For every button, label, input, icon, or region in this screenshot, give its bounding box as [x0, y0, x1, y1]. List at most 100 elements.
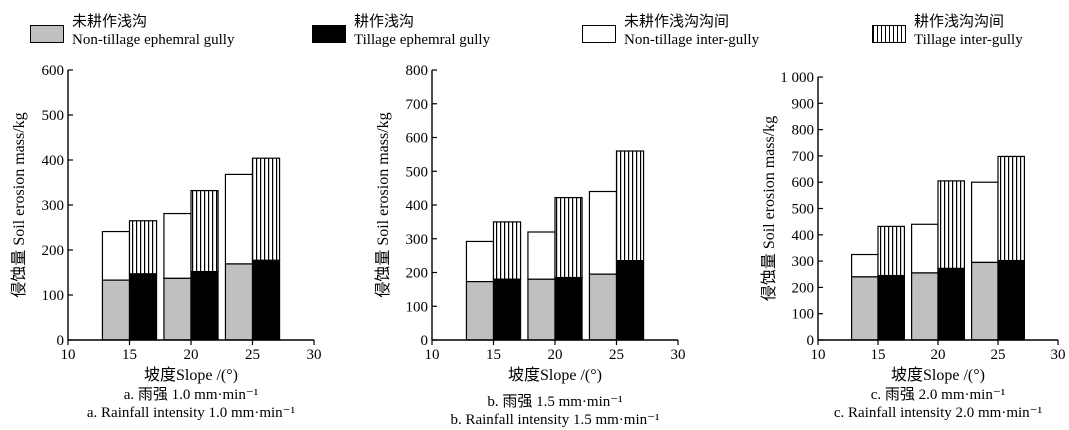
legend-label-cn: 未耕作浅沟沟间	[624, 14, 730, 30]
legend-label-en: Non-tillage inter-gully	[624, 32, 760, 48]
x-tick-label: 30	[1051, 347, 1066, 363]
legend-swatch-tillage-inter	[872, 25, 906, 43]
bar-non-tillage-inter-gully	[465, 240, 495, 283]
chart-panel-c: 0 100 200 300 400 500 600 700 800 900 1 000 10 15 20 2…	[760, 70, 1066, 421]
chart-panel-a: 0 100 200 300 400 500 600 10 15 20 25 30 坡度Slope /(°…	[10, 63, 322, 421]
bar-tillage-inter-gully	[492, 221, 522, 280]
x-tick-label: 10	[61, 347, 76, 363]
y-tick-label: 100	[42, 288, 65, 304]
bar-non-tillage-gully	[224, 263, 254, 341]
y-axis-title: 侵蚀量 Soil erosion mass/kg	[374, 112, 392, 297]
bar-tillage-inter-gully	[128, 220, 158, 275]
x-tick-label: 20	[931, 347, 946, 363]
bar-tillage-inter-gully	[554, 196, 583, 279]
legend-label-en: Non-tillage ephemral gully	[72, 32, 235, 48]
y-tick-label: 100	[792, 307, 815, 323]
x-tick-label: 15	[486, 347, 501, 363]
bar-tillage-inter-gully	[937, 180, 965, 270]
y-tick-label: 500	[42, 108, 65, 124]
y-tick-label: 200	[42, 243, 65, 259]
bar-non-tillage-gully	[527, 278, 556, 341]
y-tick-label: 700	[406, 97, 429, 113]
panel-caption-en: b. Rainfall intensity 1.5 mm·min⁻¹	[450, 412, 659, 428]
legend: 未耕作浅沟 Non-tillage ephemral gully 耕作浅沟 Ti…	[0, 0, 1069, 62]
x-tick-label: 20	[548, 347, 563, 363]
y-tick-label: 1 000	[780, 70, 814, 86]
bar-tillage-inter-gully	[997, 155, 1025, 262]
y-tick-label: 200	[406, 266, 429, 282]
panel-caption-cn: c. 雨强 2.0 mm·min⁻¹	[871, 387, 1006, 403]
x-axis-title: 坡度Slope /(°)	[891, 366, 985, 384]
bar-tillage-inter-gully	[615, 150, 645, 262]
legend-label-cn: 耕作浅沟沟间	[914, 14, 1005, 30]
y-tick-label: 400	[792, 228, 815, 244]
y-tick-label: 200	[792, 280, 815, 296]
y-tick-label: 800	[792, 123, 815, 139]
x-tick-label: 10	[425, 347, 440, 363]
y-tick-label: 600	[792, 175, 815, 191]
y-tick-label: 600	[42, 63, 65, 79]
bar-non-tillage-inter-gully	[970, 181, 999, 264]
bar-non-tillage-gully	[465, 281, 495, 341]
bar-non-tillage-inter-gully	[850, 253, 879, 278]
bar-tillage-gully	[251, 259, 281, 341]
bar-non-tillage-inter-gully	[588, 190, 618, 275]
y-tick-label: 900	[792, 96, 815, 112]
x-tick-label: 15	[871, 347, 886, 363]
legend-label-en: Tillage inter-gully	[914, 32, 1023, 48]
bar-tillage-gully	[937, 267, 965, 341]
bar-non-tillage-gully	[850, 276, 879, 341]
bar-tillage-gully	[554, 276, 583, 341]
bar-non-tillage-gully	[970, 261, 999, 341]
bar-non-tillage-gully	[588, 273, 618, 341]
y-tick-label: 700	[792, 149, 815, 165]
bar-tillage-inter-gully	[251, 157, 281, 261]
y-tick-label: 0	[421, 333, 429, 349]
bar-tillage-gully	[615, 260, 645, 341]
y-tick-label: 400	[406, 198, 429, 214]
bar-non-tillage-inter-gully	[224, 173, 254, 265]
legend-swatch-tillage-gully	[312, 25, 346, 43]
panel-caption-cn: b. 雨强 1.5 mm·min⁻¹	[487, 394, 622, 410]
y-tick-label: 500	[792, 202, 815, 218]
y-tick-label: 600	[406, 131, 429, 147]
x-tick-label: 20	[184, 347, 199, 363]
legend-label-en: Tillage ephemral gully	[354, 32, 491, 48]
y-tick-label: 500	[406, 164, 429, 180]
y-tick-label: 0	[807, 333, 815, 349]
legend-swatch-non-tillage-gully	[30, 25, 64, 43]
y-tick-label: 300	[792, 254, 815, 270]
x-tick-label: 15	[122, 347, 137, 363]
panel-caption-en: a. Rainfall intensity 1.0 mm·min⁻¹	[87, 405, 295, 421]
panel-caption-en: c. Rainfall intensity 2.0 mm·min⁻¹	[834, 405, 1042, 421]
chart-panel-b: 0 100 200 300 400 500 600 700 800 10 15 20 25 30 坡度Slo…	[374, 63, 686, 428]
bar-tillage-gully	[492, 278, 522, 341]
bar-tillage-gully	[877, 274, 905, 341]
bar-tillage-inter-gully	[877, 225, 905, 277]
y-tick-label: 300	[42, 198, 65, 214]
bar-non-tillage-inter-gully	[910, 223, 939, 274]
y-tick-label: 300	[406, 232, 429, 248]
x-tick-label: 30	[671, 347, 686, 363]
y-tick-label: 100	[406, 299, 429, 315]
x-tick-label: 30	[307, 347, 322, 363]
bar-non-tillage-inter-gully	[101, 230, 131, 281]
bar-tillage-gully	[128, 273, 158, 341]
y-axis-title: 侵蚀量 Soil erosion mass/kg	[760, 116, 778, 301]
bar-non-tillage-inter-gully	[527, 231, 556, 280]
x-tick-label: 25	[245, 347, 260, 363]
y-tick-label: 400	[42, 153, 65, 169]
legend-swatch-non-tillage-inter	[582, 25, 616, 43]
x-tick-label: 10	[811, 347, 826, 363]
y-axis-title: 侵蚀量 Soil erosion mass/kg	[10, 112, 28, 297]
y-tick-label: 800	[406, 63, 429, 79]
bar-tillage-inter-gully	[190, 190, 219, 273]
x-tick-label: 25	[991, 347, 1006, 363]
bar-non-tillage-inter-gully	[163, 212, 192, 279]
x-axis-title: 坡度Slope /(°)	[144, 366, 238, 384]
bar-non-tillage-gully	[101, 279, 131, 341]
legend-label-cn: 未耕作浅沟	[72, 14, 148, 30]
bar-tillage-gully	[997, 259, 1025, 341]
legend-label-cn: 耕作浅沟	[354, 14, 415, 30]
